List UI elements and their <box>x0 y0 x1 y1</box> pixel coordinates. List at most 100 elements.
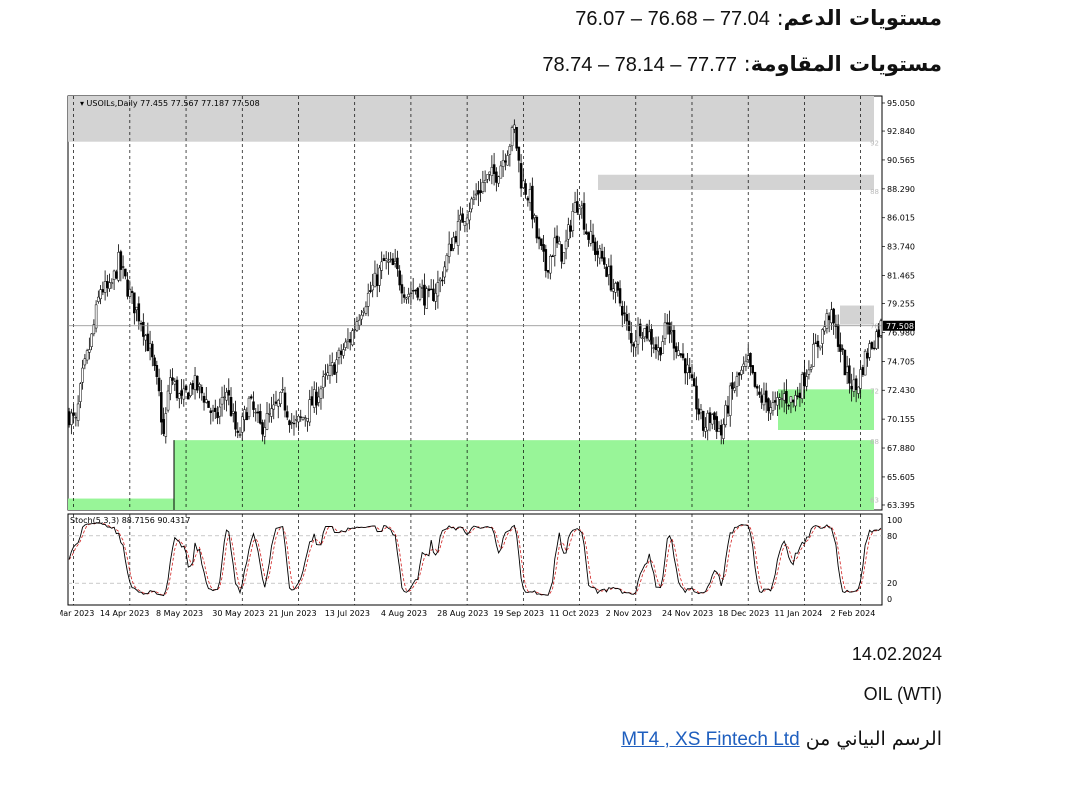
candle-body <box>681 353 685 359</box>
link-separator[interactable]: , <box>659 729 676 750</box>
y-tick-label: 92.840 <box>887 127 915 136</box>
candle-body <box>827 315 831 321</box>
candle-body <box>600 250 604 259</box>
candle-body <box>461 213 464 223</box>
candle-body <box>823 326 826 332</box>
candle-body <box>281 389 285 391</box>
candle-body <box>182 388 186 400</box>
candle-body <box>202 395 206 403</box>
candle-body <box>504 160 507 163</box>
candle-body <box>699 409 703 414</box>
candle-body <box>704 426 707 432</box>
candle-body <box>391 258 395 266</box>
candle-body <box>436 282 440 297</box>
candle-body <box>744 360 748 367</box>
candle-body <box>697 408 700 415</box>
x-tick-label: 30 May 2023 <box>212 609 264 618</box>
xs-fintech-link[interactable]: XS Fintech Ltd <box>675 729 800 750</box>
candle-body <box>603 257 606 265</box>
candle-body <box>148 343 152 349</box>
candle-body <box>821 329 824 344</box>
candle-body <box>724 404 727 426</box>
candle-body <box>288 420 291 426</box>
candle-body <box>373 272 377 288</box>
candle-body <box>301 417 305 420</box>
candle-body <box>407 293 410 298</box>
candle-body <box>142 321 145 337</box>
candle-body <box>843 349 847 376</box>
candle-body <box>762 393 766 406</box>
candle-body <box>274 401 278 404</box>
candle-body <box>256 411 260 414</box>
candle-body <box>688 367 692 373</box>
candle-body <box>794 395 797 407</box>
candle-body <box>258 411 262 424</box>
candle-body <box>261 422 264 435</box>
candle-body <box>679 353 683 356</box>
x-tick-label: 2 Feb 2024 <box>831 609 876 618</box>
candle-body <box>456 221 460 246</box>
x-tick-label: 4 Aug 2023 <box>381 609 427 618</box>
candle-body <box>276 400 280 407</box>
candle-body <box>717 428 721 433</box>
candle-body <box>88 349 91 353</box>
candle-body <box>796 395 799 397</box>
candle-body <box>238 434 242 436</box>
stoch-main-line <box>68 522 882 597</box>
candle-body <box>749 353 752 367</box>
y-tick-label: 67.880 <box>887 444 915 453</box>
candle-body <box>450 243 453 252</box>
candle-body <box>119 251 123 270</box>
mt4-link[interactable]: MT4 <box>621 729 660 750</box>
candle-body <box>414 289 417 292</box>
candle-body <box>636 325 640 345</box>
resistance-zone <box>840 305 874 325</box>
candle-body <box>279 392 282 405</box>
publish-date: 14.02.2024 <box>851 644 942 664</box>
candle-body <box>324 373 327 376</box>
candle-body <box>232 411 235 414</box>
candle-body <box>789 396 793 403</box>
candle-body <box>344 341 347 348</box>
candle-body <box>740 369 743 375</box>
candle-body <box>816 340 820 347</box>
candle-body <box>845 366 849 373</box>
candle-body <box>454 236 458 243</box>
candle-body <box>209 410 213 413</box>
candle-body <box>661 341 665 354</box>
stoch-plot-frame <box>67 513 883 606</box>
candle-body <box>553 237 557 256</box>
candle-body <box>528 189 532 204</box>
candle-body <box>639 323 642 337</box>
candle-body <box>303 417 307 419</box>
candle-body <box>710 414 714 425</box>
candle-body <box>234 411 237 430</box>
candle-body <box>366 292 370 307</box>
candle-body <box>863 350 867 376</box>
candle-body <box>488 171 491 175</box>
candle-body <box>492 164 496 175</box>
stoch-header: Stoch(5,3,3) 88.7156 90.4317 <box>70 516 190 525</box>
candle-body <box>169 377 172 394</box>
candle-body <box>375 274 379 286</box>
candle-body <box>178 393 181 399</box>
candle-body <box>139 322 143 325</box>
candle-body <box>108 282 111 289</box>
candle-body <box>508 146 512 155</box>
candle-body <box>780 398 784 400</box>
candle-body <box>558 241 561 245</box>
candle-body <box>701 410 705 431</box>
support-zone <box>778 389 874 430</box>
candle-body <box>582 203 586 230</box>
candle-body <box>677 350 680 356</box>
candle-body <box>742 363 745 367</box>
candle-body <box>290 422 293 424</box>
candle-body <box>785 391 788 404</box>
candle-body <box>515 127 518 149</box>
candle-body <box>443 266 446 278</box>
candle-body <box>270 408 273 417</box>
candle-body <box>499 165 503 179</box>
y-tick-label: 83.740 <box>887 243 915 252</box>
candle-body <box>859 369 862 389</box>
candle-body <box>72 412 75 416</box>
